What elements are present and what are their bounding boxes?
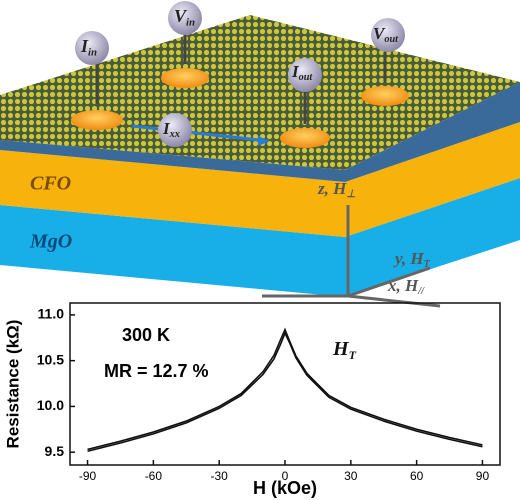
x-axis-label: H (kOe) (253, 478, 317, 498)
label-sub: // (417, 286, 425, 297)
y-axis-label: Resistance (kΩ) (3, 320, 22, 449)
label-sub: xx (169, 129, 180, 140)
data-line (87, 327, 483, 451)
label-sub: out (384, 34, 399, 45)
x-tick-label: 0 (282, 469, 289, 483)
label: x, H// (387, 276, 425, 298)
label-main: I (162, 119, 171, 138)
x-tick-label: 60 (410, 469, 424, 483)
mos2-layer (0, 15, 520, 170)
x-tick-label: 90 (476, 469, 490, 483)
y-tick-label: 11.0 (38, 306, 65, 322)
cfo-layer (0, 122, 520, 237)
label: Iin (80, 36, 97, 59)
label: Vin (174, 6, 195, 29)
label-sub: in (186, 17, 195, 29)
data-line (87, 331, 483, 453)
label-sub: ⊥ (346, 189, 355, 200)
label-sub: in (88, 47, 97, 59)
electrodes (71, 68, 409, 148)
mgo-layer (0, 178, 520, 297)
label-sub: T (349, 348, 357, 362)
label-main: V (174, 6, 188, 26)
label-sub: T (424, 259, 431, 270)
label: z, H⊥ (317, 179, 355, 201)
x-tick-label: -60 (145, 469, 163, 483)
label-sub: out (299, 72, 314, 83)
y-tick-label: 10.0 (37, 397, 64, 413)
arrow-head (258, 136, 270, 146)
layer-edge (0, 82, 520, 182)
label: Ixx (162, 119, 180, 141)
label-main: z, H (317, 179, 347, 198)
y-tick-label: 9.5 (45, 443, 65, 459)
label-main: I (80, 36, 89, 56)
label: Vout (373, 24, 399, 46)
label-main: y, H (393, 249, 424, 268)
label: Iout (291, 62, 313, 84)
current-arrow (131, 124, 269, 143)
label: y, HT (393, 249, 431, 271)
label-main: H (332, 338, 350, 360)
y-tick-label: 10.5 (37, 351, 64, 367)
probe-arrows (95, 32, 387, 124)
axes-arrows (262, 205, 441, 308)
mgo-label: MgO (29, 231, 72, 253)
annotation: 300 K (122, 325, 170, 345)
probe-balls (75, 1, 405, 147)
x-tick-label: -90 (79, 469, 97, 483)
label: HT (332, 338, 357, 362)
label-main: I (291, 62, 300, 81)
cfo-label: CFO (30, 173, 71, 195)
label-main: x, H (387, 276, 419, 295)
label-main: V (373, 24, 386, 43)
annotation: MR = 12.7 % (104, 361, 209, 381)
x-tick-label: -30 (211, 469, 229, 483)
x-tick-label: 30 (344, 469, 358, 483)
